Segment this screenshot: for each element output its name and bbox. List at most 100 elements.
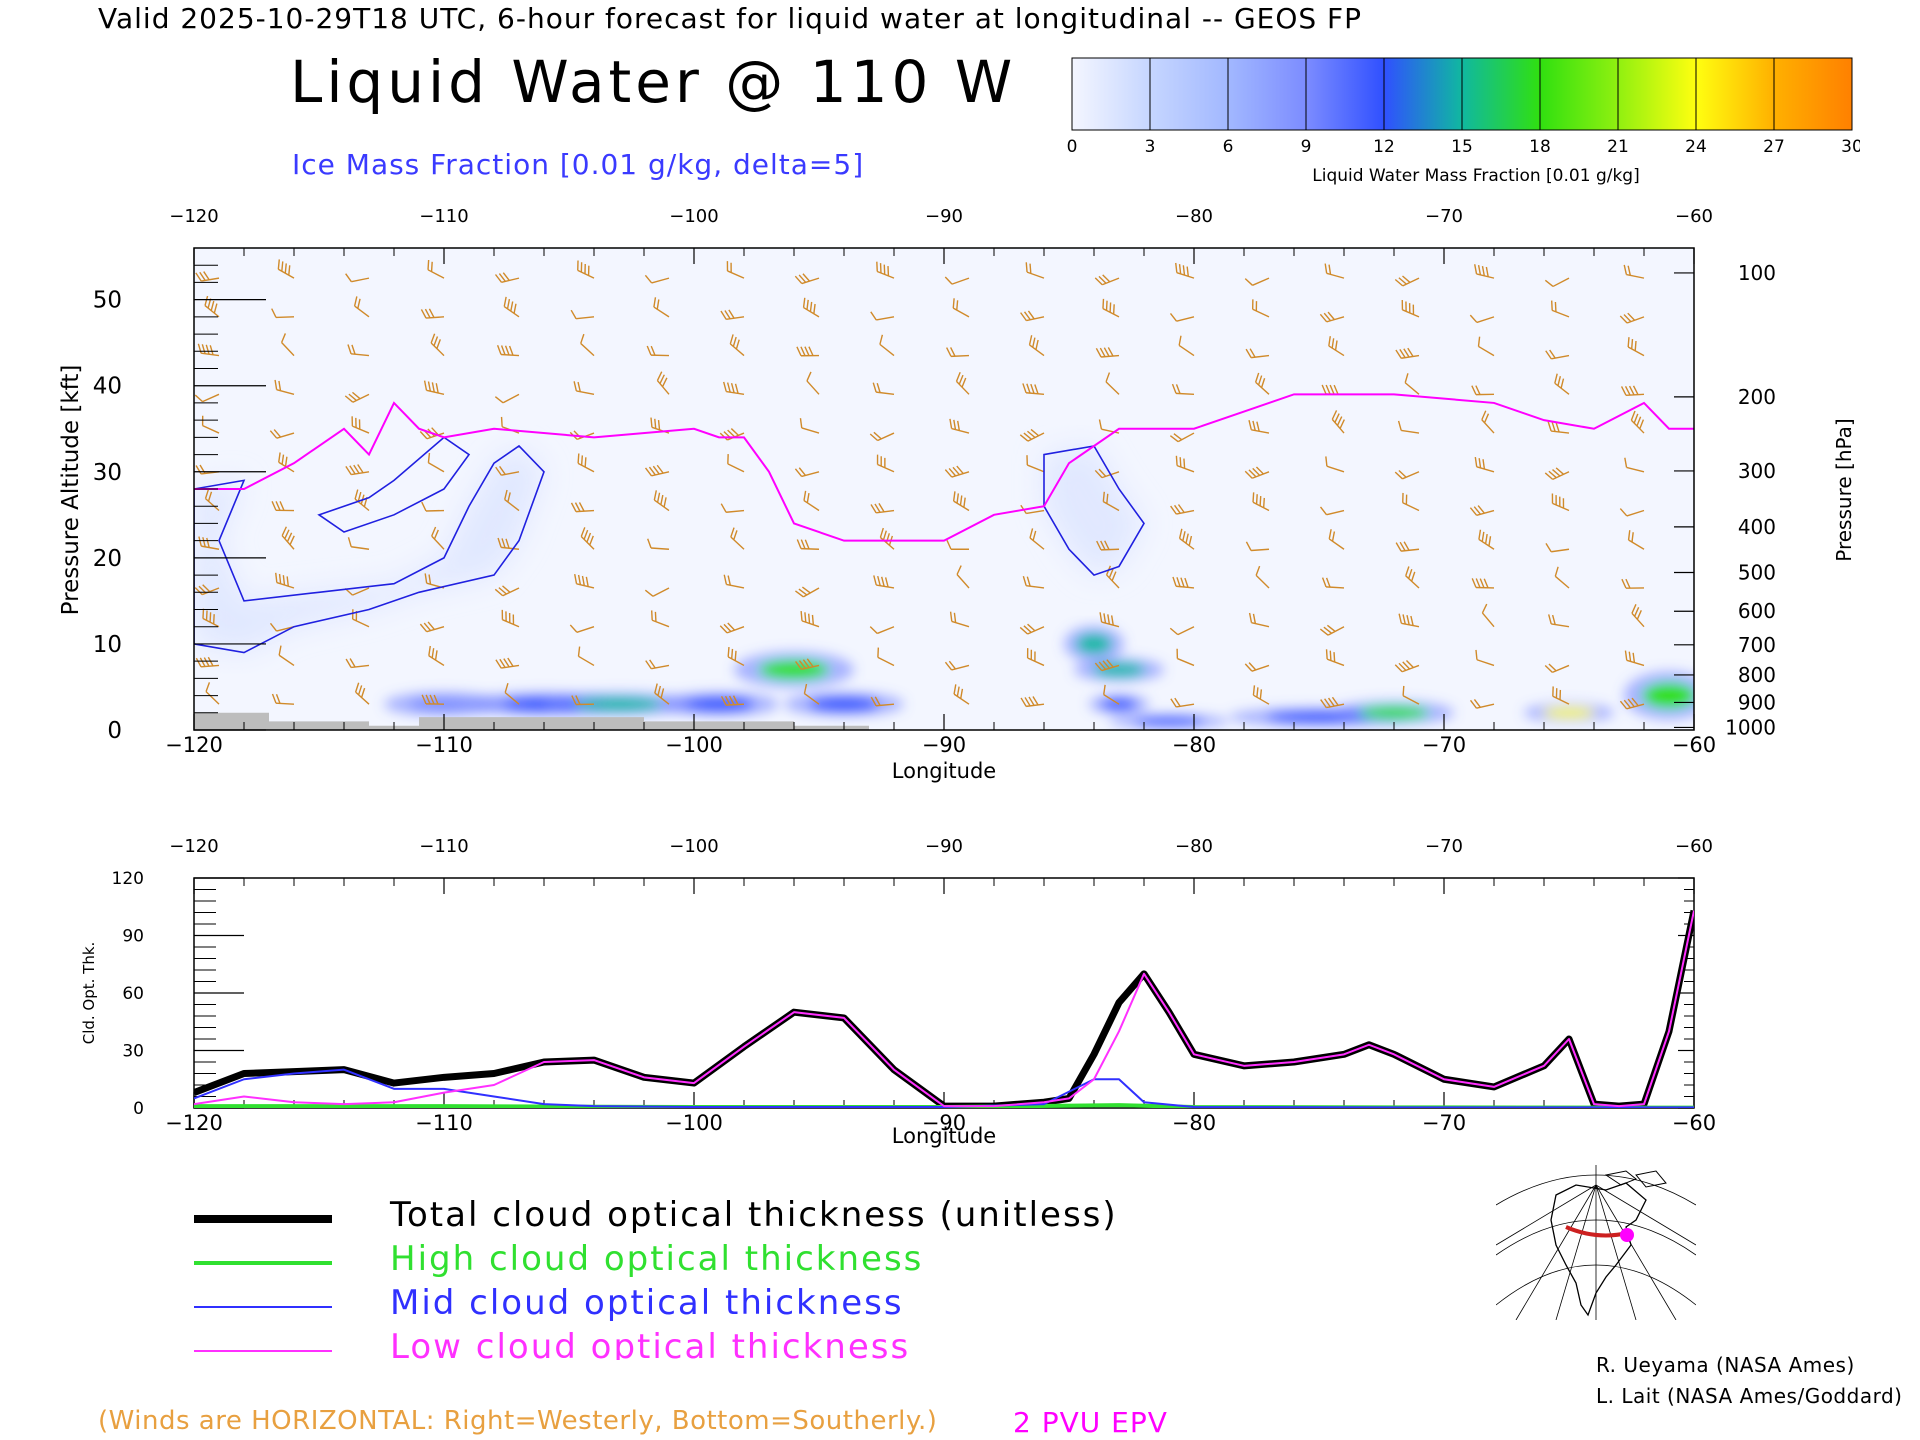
y-axis-label: Pressure Altitude [kft] (58, 365, 84, 616)
barb-staff (502, 619, 520, 628)
barb-staff (1176, 464, 1195, 473)
barb-flag (352, 391, 361, 400)
barb-flag (199, 271, 206, 281)
barb-flag (1170, 698, 1177, 708)
barb-flag (571, 695, 577, 705)
barb-staff (575, 509, 595, 513)
barb-staff (730, 536, 745, 550)
wind-barb (1169, 432, 1195, 443)
barb-flag (876, 382, 881, 393)
barb-staff (877, 656, 895, 667)
barb-flag (345, 658, 352, 668)
barb-flag (949, 418, 953, 429)
barb-flag (1170, 505, 1177, 515)
barb-flag (1394, 471, 1403, 480)
wind-barb (277, 259, 295, 279)
barb-flag (513, 303, 517, 314)
barb-flag (1023, 311, 1031, 321)
wind-barb (202, 608, 220, 628)
barb-flag (1025, 262, 1028, 273)
wind-barb (580, 333, 595, 357)
wind-barb (1094, 274, 1120, 286)
barb-staff (1402, 309, 1420, 318)
map-graticule (1496, 1165, 1696, 1320)
barb-staff (1176, 703, 1195, 708)
barb-staff (578, 655, 595, 667)
barb-staff (1177, 626, 1195, 636)
barb-staff (651, 471, 670, 477)
wind-barb (1025, 262, 1045, 279)
barb-flag (1471, 578, 1477, 588)
barb-flag (344, 395, 354, 403)
barb-flag (1252, 613, 1257, 624)
barb-flag (870, 504, 877, 514)
barb-flag (795, 590, 804, 598)
wind-barb (803, 490, 820, 512)
barb-flag (733, 530, 738, 540)
barb-flag (1562, 498, 1565, 509)
wind-barb (799, 418, 820, 434)
barb-flag (573, 381, 578, 392)
wind-barb (1544, 663, 1570, 673)
barb-flag (278, 452, 281, 463)
wind-barb (1401, 299, 1420, 318)
barb-flag (1475, 385, 1481, 395)
section-marker (1620, 1228, 1634, 1242)
x-tick-label: −120 (165, 1111, 223, 1135)
wind-barb (720, 309, 745, 321)
barb-flag (577, 646, 581, 657)
barb-flag (1631, 697, 1639, 707)
barb-flag (1020, 312, 1027, 322)
barb-flag (212, 614, 215, 625)
barb-staff (1478, 345, 1495, 357)
barb-flag (1485, 266, 1489, 277)
wind-barb (1320, 696, 1345, 709)
barb-staff (426, 626, 445, 633)
wind-barb (730, 527, 745, 550)
barb-flag (1260, 378, 1266, 388)
wind-barb (495, 465, 520, 476)
pressure-tick-label: 500 (1738, 560, 1776, 584)
barb-flag (275, 693, 281, 704)
barb-flag (574, 573, 578, 584)
barb-flag (433, 694, 439, 705)
barb-staff (351, 353, 370, 357)
wind-barb (1321, 577, 1345, 589)
liquid-water-patch (1134, 717, 1204, 726)
wind-barb (1631, 604, 1645, 628)
barb-flag (1325, 577, 1331, 588)
barb-flag (647, 538, 652, 549)
wind-barb (1630, 410, 1645, 434)
barb-flag (1636, 416, 1642, 427)
wind-barb (497, 537, 520, 550)
barb-flag (1398, 277, 1407, 285)
barb-flag (1329, 384, 1335, 395)
wind-barb (1623, 264, 1645, 279)
wind-barb (1398, 613, 1420, 628)
barb-flag (1333, 652, 1336, 662)
barb-staff (1105, 381, 1120, 395)
barb-staff (276, 432, 295, 439)
barb-flag (799, 418, 803, 429)
barb-flag (1176, 577, 1181, 587)
barb-flag (1402, 275, 1411, 283)
barb-staff (803, 499, 820, 512)
barb-staff (1328, 538, 1345, 550)
wind-barb (1548, 614, 1570, 628)
barb-flag (349, 658, 356, 668)
barb-flag (201, 344, 206, 354)
barb-flag (495, 659, 502, 669)
wind-barb (427, 259, 445, 279)
wind-barb (570, 309, 595, 320)
colorbar-cell (1149, 57, 1229, 131)
wind-barb (1552, 686, 1570, 705)
barb-staff (201, 587, 220, 596)
barb-flag (809, 301, 813, 312)
barb-flag (282, 575, 286, 586)
y-tick-label: 30 (122, 1042, 144, 1062)
barb-staff (1402, 502, 1420, 512)
barb-flag (1560, 378, 1565, 389)
barb-flag (589, 535, 594, 546)
barb-staff (1552, 277, 1570, 288)
barb-flag (724, 695, 731, 706)
